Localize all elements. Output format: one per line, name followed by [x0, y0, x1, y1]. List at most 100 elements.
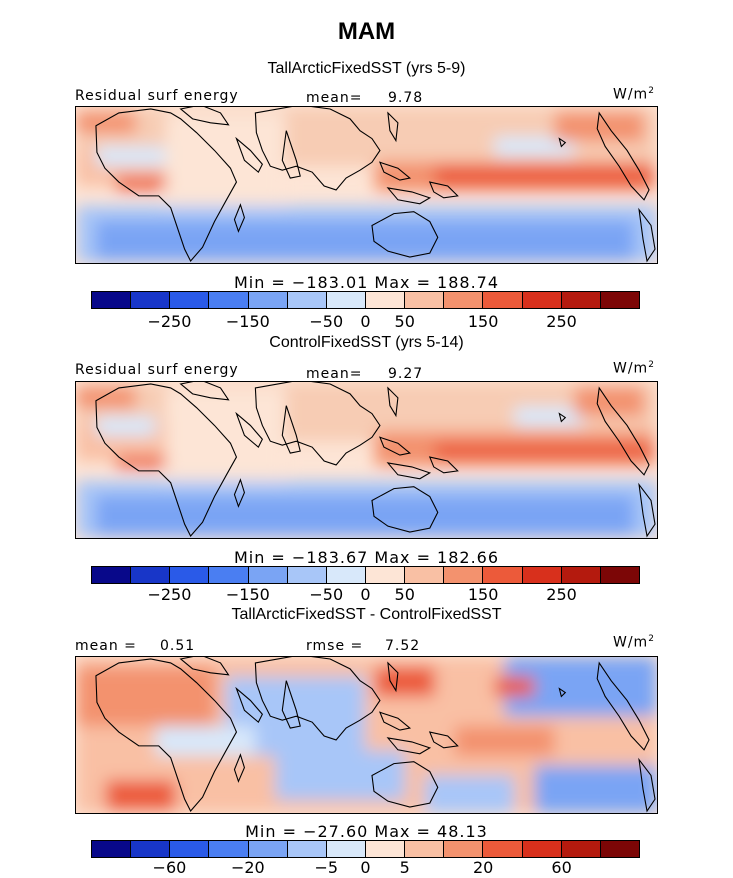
colorbar-tick-label: −50	[309, 312, 344, 331]
colorbar-tick-label: 250	[546, 312, 577, 331]
colorbar-segment	[248, 567, 288, 583]
coastline	[379, 711, 412, 731]
colorbar-segment	[170, 567, 210, 583]
panel-3-map	[75, 656, 658, 814]
coastline	[179, 382, 230, 401]
colorbar-segment	[131, 292, 171, 308]
colorbar-tick-label: 50	[394, 312, 415, 331]
panel-2-colorbar	[91, 566, 640, 584]
colorbar-tick-label: −250	[147, 585, 192, 604]
colorbar-segment	[405, 292, 445, 308]
colorbar-segment	[444, 567, 484, 583]
field-patch	[494, 676, 535, 697]
panel-3-colorbar-labels: −60 −20 −5 0 5 20 60	[91, 858, 640, 878]
colorbar-tick-label: 50	[394, 585, 415, 604]
field-patch	[534, 765, 657, 813]
coastline	[386, 737, 432, 755]
colorbar-segment	[209, 292, 249, 308]
coastline	[371, 486, 439, 533]
coastline	[428, 731, 459, 749]
panel-1-mean-label: mean=	[306, 90, 363, 106]
colorbar-segment	[522, 841, 562, 857]
field-patch	[374, 666, 435, 697]
colorbar-segment	[287, 567, 327, 583]
coastline	[371, 211, 439, 258]
map-field	[76, 107, 657, 263]
panel-3-colorbar	[91, 840, 640, 858]
colorbar-segment	[209, 841, 249, 857]
colorbar-tick-label: 5	[399, 858, 410, 877]
field-patch	[514, 406, 585, 427]
panel-2-units: W/m2	[613, 360, 655, 377]
panel-1-map	[75, 106, 658, 264]
colorbar-segment	[600, 292, 639, 308]
panel-1-colorbar	[91, 291, 640, 309]
coastline	[638, 207, 656, 263]
coastline	[233, 203, 246, 233]
colorbar-segment	[326, 841, 366, 857]
colorbar-segment	[600, 567, 639, 583]
field-patch	[105, 780, 176, 811]
coastline	[95, 108, 238, 262]
panel-3-mean-label: mean =	[75, 638, 137, 654]
field-patch	[95, 220, 635, 261]
field-patch	[574, 386, 645, 417]
colorbar-segment	[365, 567, 406, 583]
colorbar-tick-label: 20	[472, 858, 494, 877]
colorbar-segment	[365, 292, 406, 308]
field-patch	[95, 146, 166, 167]
colorbar-segment	[92, 841, 132, 857]
coastline	[387, 661, 399, 693]
colorbar-tick-label: −150	[225, 585, 270, 604]
colorbar-segment	[483, 841, 523, 857]
colorbar-segment	[248, 292, 288, 308]
panel-1-variable-label: Residual surf energy	[75, 88, 239, 104]
colorbar-segment	[522, 292, 562, 308]
panel-1-stats: Min = −183.01 Max = 188.74	[233, 273, 500, 292]
panel-3-mean-value: 0.51	[160, 638, 196, 654]
colorbar-segment	[561, 292, 601, 308]
coastline	[596, 111, 650, 201]
colorbar-segment	[483, 567, 523, 583]
coastline	[558, 412, 567, 423]
colorbar-segment	[287, 841, 327, 857]
colorbar-segment	[170, 292, 210, 308]
colorbar-segment	[444, 292, 484, 308]
panel-1-title: TallArcticFixedSST (yrs 5-9)	[267, 60, 466, 77]
coastline	[235, 411, 264, 449]
colorbar-segment	[209, 567, 249, 583]
panel-3-rmse-label: rmse =	[306, 638, 364, 654]
panel-2-colorbar-labels: −250 −150 −50 0 50 150 250	[91, 585, 640, 605]
colorbar-tick-label: −250	[147, 312, 192, 331]
panel-3-rmse-value: 7.52	[385, 638, 421, 654]
colorbar-tick-label: 250	[546, 585, 577, 604]
map-field	[76, 382, 657, 538]
field-patch	[494, 136, 575, 157]
colorbar-segment	[170, 841, 210, 857]
panel-3-units: W/m2	[613, 634, 655, 651]
field-patch	[434, 166, 655, 186]
coastline	[387, 386, 399, 418]
field-patch	[165, 111, 286, 206]
coastline	[596, 386, 650, 476]
coastline	[638, 757, 656, 813]
coastline	[235, 136, 264, 174]
panel-2-mean-value: 9.27	[388, 366, 424, 382]
colorbar-tick-label: 0	[360, 585, 371, 604]
colorbar-segment	[365, 841, 406, 857]
coastline	[179, 657, 230, 676]
panel-2-title: ControlFixedSST (yrs 5-14)	[269, 334, 464, 351]
colorbar-segment	[92, 567, 132, 583]
coastline	[386, 462, 432, 480]
coastline	[95, 658, 238, 812]
coastline	[233, 478, 246, 508]
panel-1-mean-value: 9.78	[388, 90, 424, 106]
field-patch	[165, 386, 286, 481]
colorbar-segment	[326, 292, 366, 308]
coastline	[95, 383, 238, 537]
coastline	[254, 657, 381, 741]
main-title: MAM	[337, 18, 396, 45]
map-field	[76, 657, 657, 813]
panel-2-map	[75, 381, 658, 539]
field-patch	[76, 386, 136, 409]
